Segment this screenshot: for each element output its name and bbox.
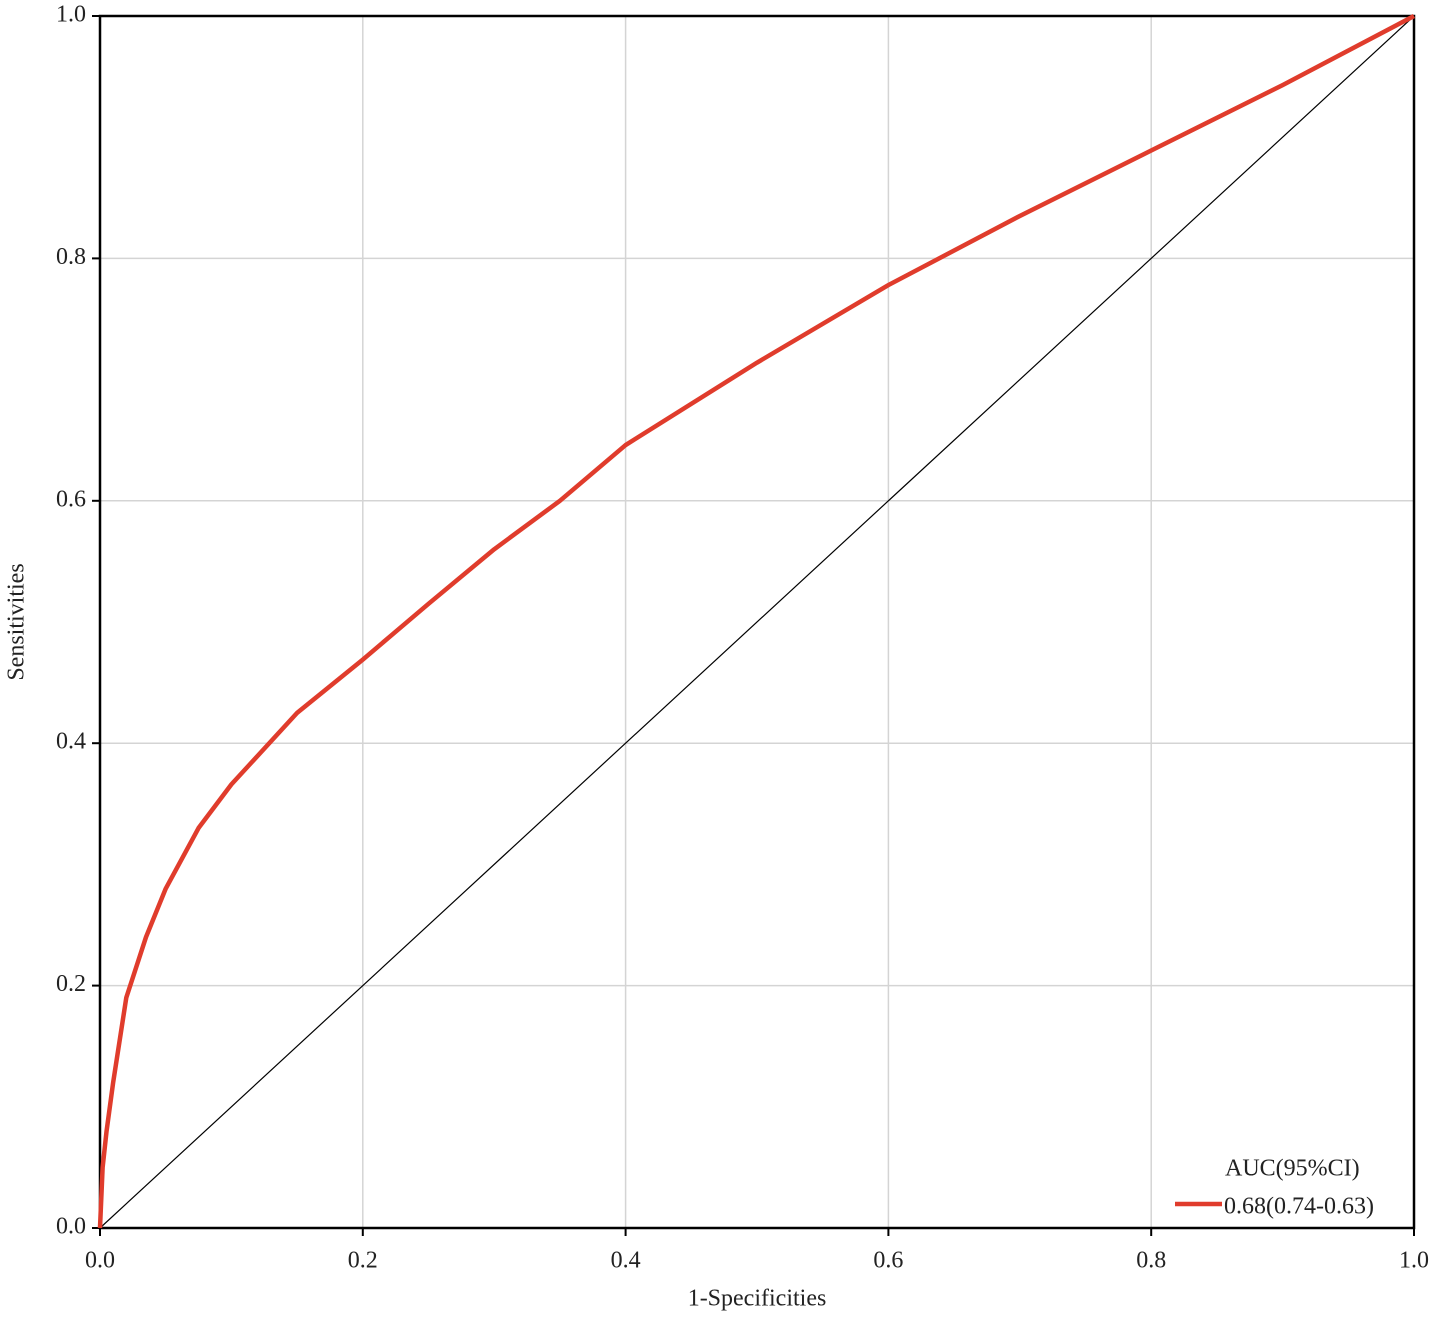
y-tick-label: 1.0 [56,2,86,28]
y-tick-label: 0.0 [56,1214,86,1240]
legend-label: 0.68(0.74-0.63) [1224,1194,1374,1220]
x-axis-title: 1-Specificities [688,1286,827,1312]
y-tick-label: 0.2 [56,971,86,997]
reference-line [99,15,1415,1229]
y-tick-label: 0.6 [56,486,86,512]
x-tick-label: 0.0 [85,1248,115,1274]
y-axis-title: Sensitivities [4,563,30,680]
x-tick-label: 0.4 [611,1248,641,1274]
line [97,14,1416,1229]
x-tick-label: 0.8 [1136,1248,1166,1274]
x-tick-label: 0.2 [348,1248,378,1274]
x-tick-label: 0.6 [873,1248,903,1274]
y-tick-label: 0.4 [56,729,86,755]
plot-frame [98,14,1416,1230]
x-tick-label: 1.0 [1399,1248,1429,1274]
y-tick-label: 0.8 [56,244,86,270]
legend-title: AUC(95%CI) [1225,1156,1360,1182]
